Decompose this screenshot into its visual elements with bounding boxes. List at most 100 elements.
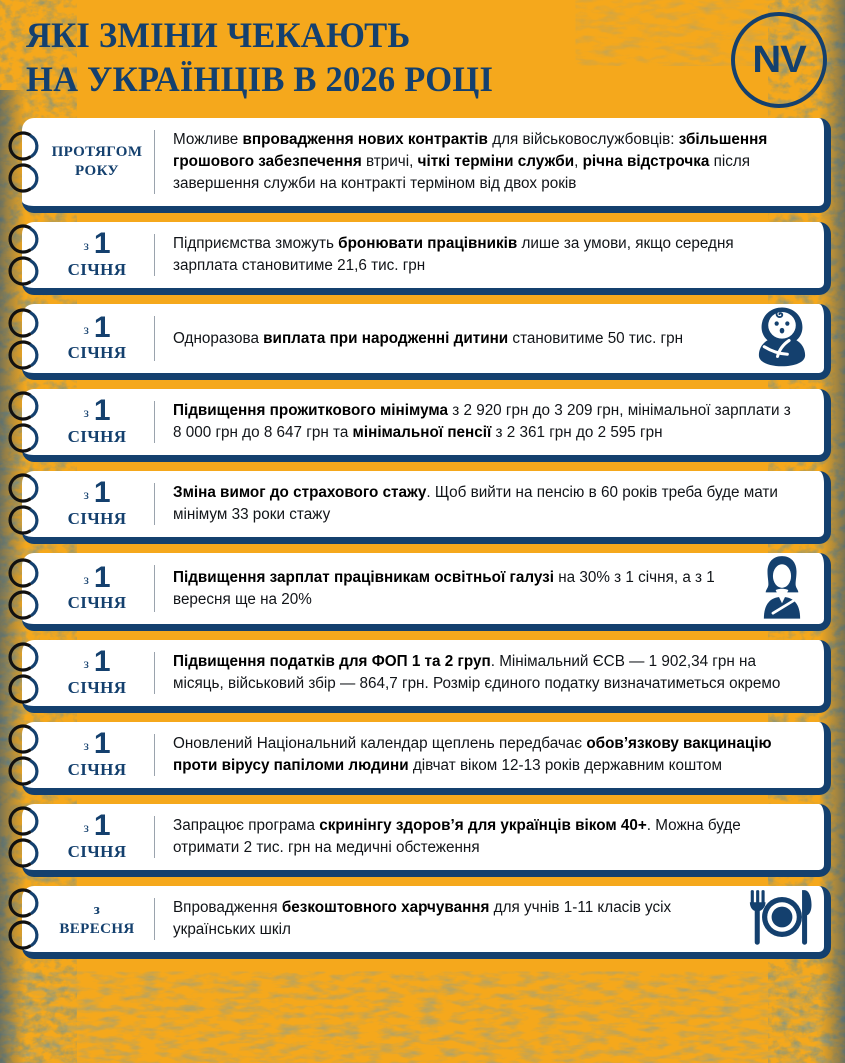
- date-month: СІЧНЯ: [67, 593, 127, 613]
- date-prefix: з: [83, 406, 89, 422]
- row-icon-slot-empty: [818, 804, 824, 870]
- date-month: СІЧНЯ: [67, 841, 127, 861]
- date-prefix: з: [93, 901, 101, 918]
- row-icon-slot: [746, 304, 824, 373]
- date-month: СІЧНЯ: [67, 508, 127, 528]
- date-month: ВЕРЕСНЯ: [59, 920, 135, 937]
- date-label: ПРОТЯГОМ РОКУ: [22, 118, 154, 206]
- date-number: 1: [93, 727, 111, 761]
- card-divider: [154, 401, 155, 443]
- row-text-paragraph: Одноразова виплата при народженні дитини…: [173, 329, 684, 347]
- row-text: Зміна вимог до страхового стажу. Щоб вий…: [155, 471, 818, 537]
- date-number: 1: [93, 394, 111, 428]
- title-line-1: ЯКІ ЗМІНИ ЧЕКАЮТЬ: [26, 15, 411, 55]
- page-title: ЯКІ ЗМІНИ ЧЕКАЮТЬ НА УКРАЇНЦІВ В 2026 РО…: [26, 14, 640, 102]
- teacher-icon: [753, 553, 811, 624]
- date-number: 1: [93, 809, 111, 843]
- row-text: Запрацює програма скринінгу здоров’я для…: [155, 804, 818, 870]
- row-text: Підвищення податків для ФОП 1 та 2 груп.…: [155, 640, 818, 706]
- date-month: СІЧНЯ: [67, 759, 127, 779]
- info-card[interactable]: з ВЕРЕСНЯ Впровадження безкоштовного хар…: [8, 886, 831, 959]
- row-icon-slot-empty: [818, 118, 824, 206]
- row-icon-slot-empty: [818, 389, 824, 455]
- timeline-rows: ПРОТЯГОМ РОКУ Можливе впровадження нових…: [0, 118, 845, 959]
- row-text-paragraph: Оновлений Національний календар щеплень …: [173, 735, 772, 774]
- row-text-paragraph: Зміна вимог до страхового стажу. Щоб вий…: [173, 484, 778, 523]
- date-prefix: з: [83, 572, 89, 588]
- row-icon-slot-empty: [818, 722, 824, 788]
- row-text: Можливе впровадження нових контрактів дл…: [155, 118, 818, 206]
- header: ЯКІ ЗМІНИ ЧЕКАЮТЬ НА УКРАЇНЦІВ В 2026 РО…: [0, 0, 845, 118]
- row-text-paragraph: Підприємства зможуть бронювати працівник…: [173, 235, 734, 274]
- card-divider: [154, 130, 155, 194]
- row-text-paragraph: Підвищення податків для ФОП 1 та 2 груп.…: [173, 653, 781, 692]
- row-text-paragraph: Можливе впровадження нових контрактів дл…: [173, 131, 768, 192]
- info-card[interactable]: ПРОТЯГОМ РОКУ Можливе впровадження нових…: [8, 118, 831, 213]
- row-text-paragraph: Підвищення прожиткового мінімума з 2 920…: [173, 402, 791, 441]
- row-text: Впровадження безкоштовного харчування дл…: [155, 886, 746, 952]
- row-text: Одноразова виплата при народженні дитини…: [155, 304, 746, 373]
- row-text-paragraph: Запрацює програма скринінгу здоров’я для…: [173, 817, 741, 856]
- card-divider: [154, 898, 155, 940]
- date-month: СІЧНЯ: [67, 677, 127, 697]
- date-prefix: з: [83, 657, 89, 673]
- row-icon-slot: [746, 553, 824, 624]
- timeline-row: ПРОТЯГОМ РОКУ Можливе впровадження нових…: [8, 118, 831, 213]
- row-text-paragraph: Впровадження безкоштовного харчування дл…: [173, 899, 672, 938]
- card-divider: [154, 483, 155, 525]
- row-icon-slot-empty: [818, 471, 824, 537]
- cutlery-plate-icon: [749, 888, 815, 951]
- date-month: РОКУ: [75, 162, 119, 179]
- swaddled-baby-icon: [753, 304, 811, 373]
- row-icon-slot-empty: [818, 640, 824, 706]
- row-text-paragraph: Підвищення зарплат працівникам освітньої…: [173, 568, 715, 608]
- timeline-row: з ВЕРЕСНЯ Впровадження безкоштовного хар…: [8, 886, 831, 959]
- date-number: 1: [93, 310, 111, 344]
- nv-logo[interactable]: NV: [731, 12, 827, 108]
- row-text: Підвищення зарплат працівникам освітньої…: [155, 553, 746, 624]
- logo-text: NV: [752, 38, 806, 81]
- date-number: 1: [93, 227, 111, 261]
- card-divider: [154, 734, 155, 776]
- date-number: 1: [93, 560, 111, 594]
- date-prefix: з: [83, 322, 89, 338]
- date-prefix: ПРОТЯГОМ: [51, 143, 143, 160]
- date-prefix: з: [83, 488, 89, 504]
- date-prefix: з: [83, 821, 89, 837]
- date-prefix-line: з: [94, 901, 100, 919]
- card-divider: [154, 234, 155, 276]
- date-prefix: з: [83, 239, 89, 255]
- card-divider: [154, 816, 155, 858]
- date-number: 1: [93, 645, 111, 679]
- date-prefix-line: ПРОТЯГОМ: [52, 143, 143, 161]
- date-number: 1: [93, 476, 111, 510]
